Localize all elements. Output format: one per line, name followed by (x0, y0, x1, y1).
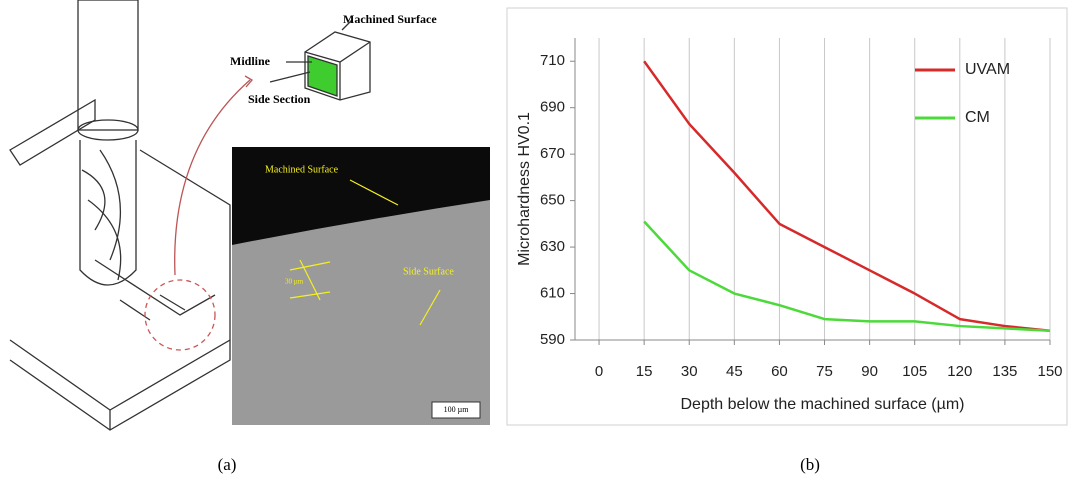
annotations: Machined Surface Midline Side Section Ma… (218, 12, 820, 474)
x-tick-label: 15 (636, 363, 653, 380)
y-tick-label: 670 (540, 145, 565, 162)
y-tick-label: 610 (540, 285, 565, 302)
illustration (9, 0, 371, 431)
y-tick-label: 590 (540, 331, 565, 348)
series-line (643, 220, 1051, 332)
y-axis-label: Microhardness HV0.1 (516, 112, 533, 266)
annotation: Machined Surface (265, 164, 339, 175)
panel-label: (b) (800, 455, 820, 474)
y-tick-label: 650 (540, 192, 565, 209)
series-line (643, 60, 1051, 332)
annotation: Midline (230, 54, 271, 68)
scale-bar-box (431, 401, 481, 419)
legend-label: CM (965, 109, 990, 126)
x-tick-label: 30 (681, 363, 698, 380)
chart-frame (506, 7, 1068, 426)
micrograph-markers (289, 179, 441, 326)
scale-bar-label: 100 µm (444, 405, 470, 414)
x-tick-label: 135 (992, 363, 1017, 380)
x-tick-label: 0 (595, 363, 603, 380)
annotation: Side Section (248, 92, 311, 106)
x-tick-label: 90 (861, 363, 878, 380)
y-tick-label: 690 (540, 99, 565, 116)
x-tick-label: 150 (1037, 363, 1062, 380)
micrograph-dark (232, 147, 490, 245)
x-tick-label: 75 (816, 363, 833, 380)
legend-label: UVAM (965, 61, 1010, 78)
annotation: 30 µm (285, 278, 304, 286)
annotation: Machined Surface (343, 12, 437, 26)
x-tick-label: 105 (902, 363, 927, 380)
x-tick-label: 45 (726, 363, 743, 380)
chart: 0 15 30 45 60 75 90 105 120 135 150 590 610 630 650 670… (516, 38, 1063, 413)
annotation: Side Surface (403, 266, 454, 277)
x-tick-label: 60 (771, 363, 788, 380)
panel-label: (a) (218, 455, 237, 474)
y-tick-label: 630 (540, 238, 565, 255)
y-tick-label: 710 (540, 52, 565, 69)
x-axis-label: Depth below the machined surface (µm) (680, 396, 964, 413)
x-tick-label: 120 (947, 363, 972, 380)
